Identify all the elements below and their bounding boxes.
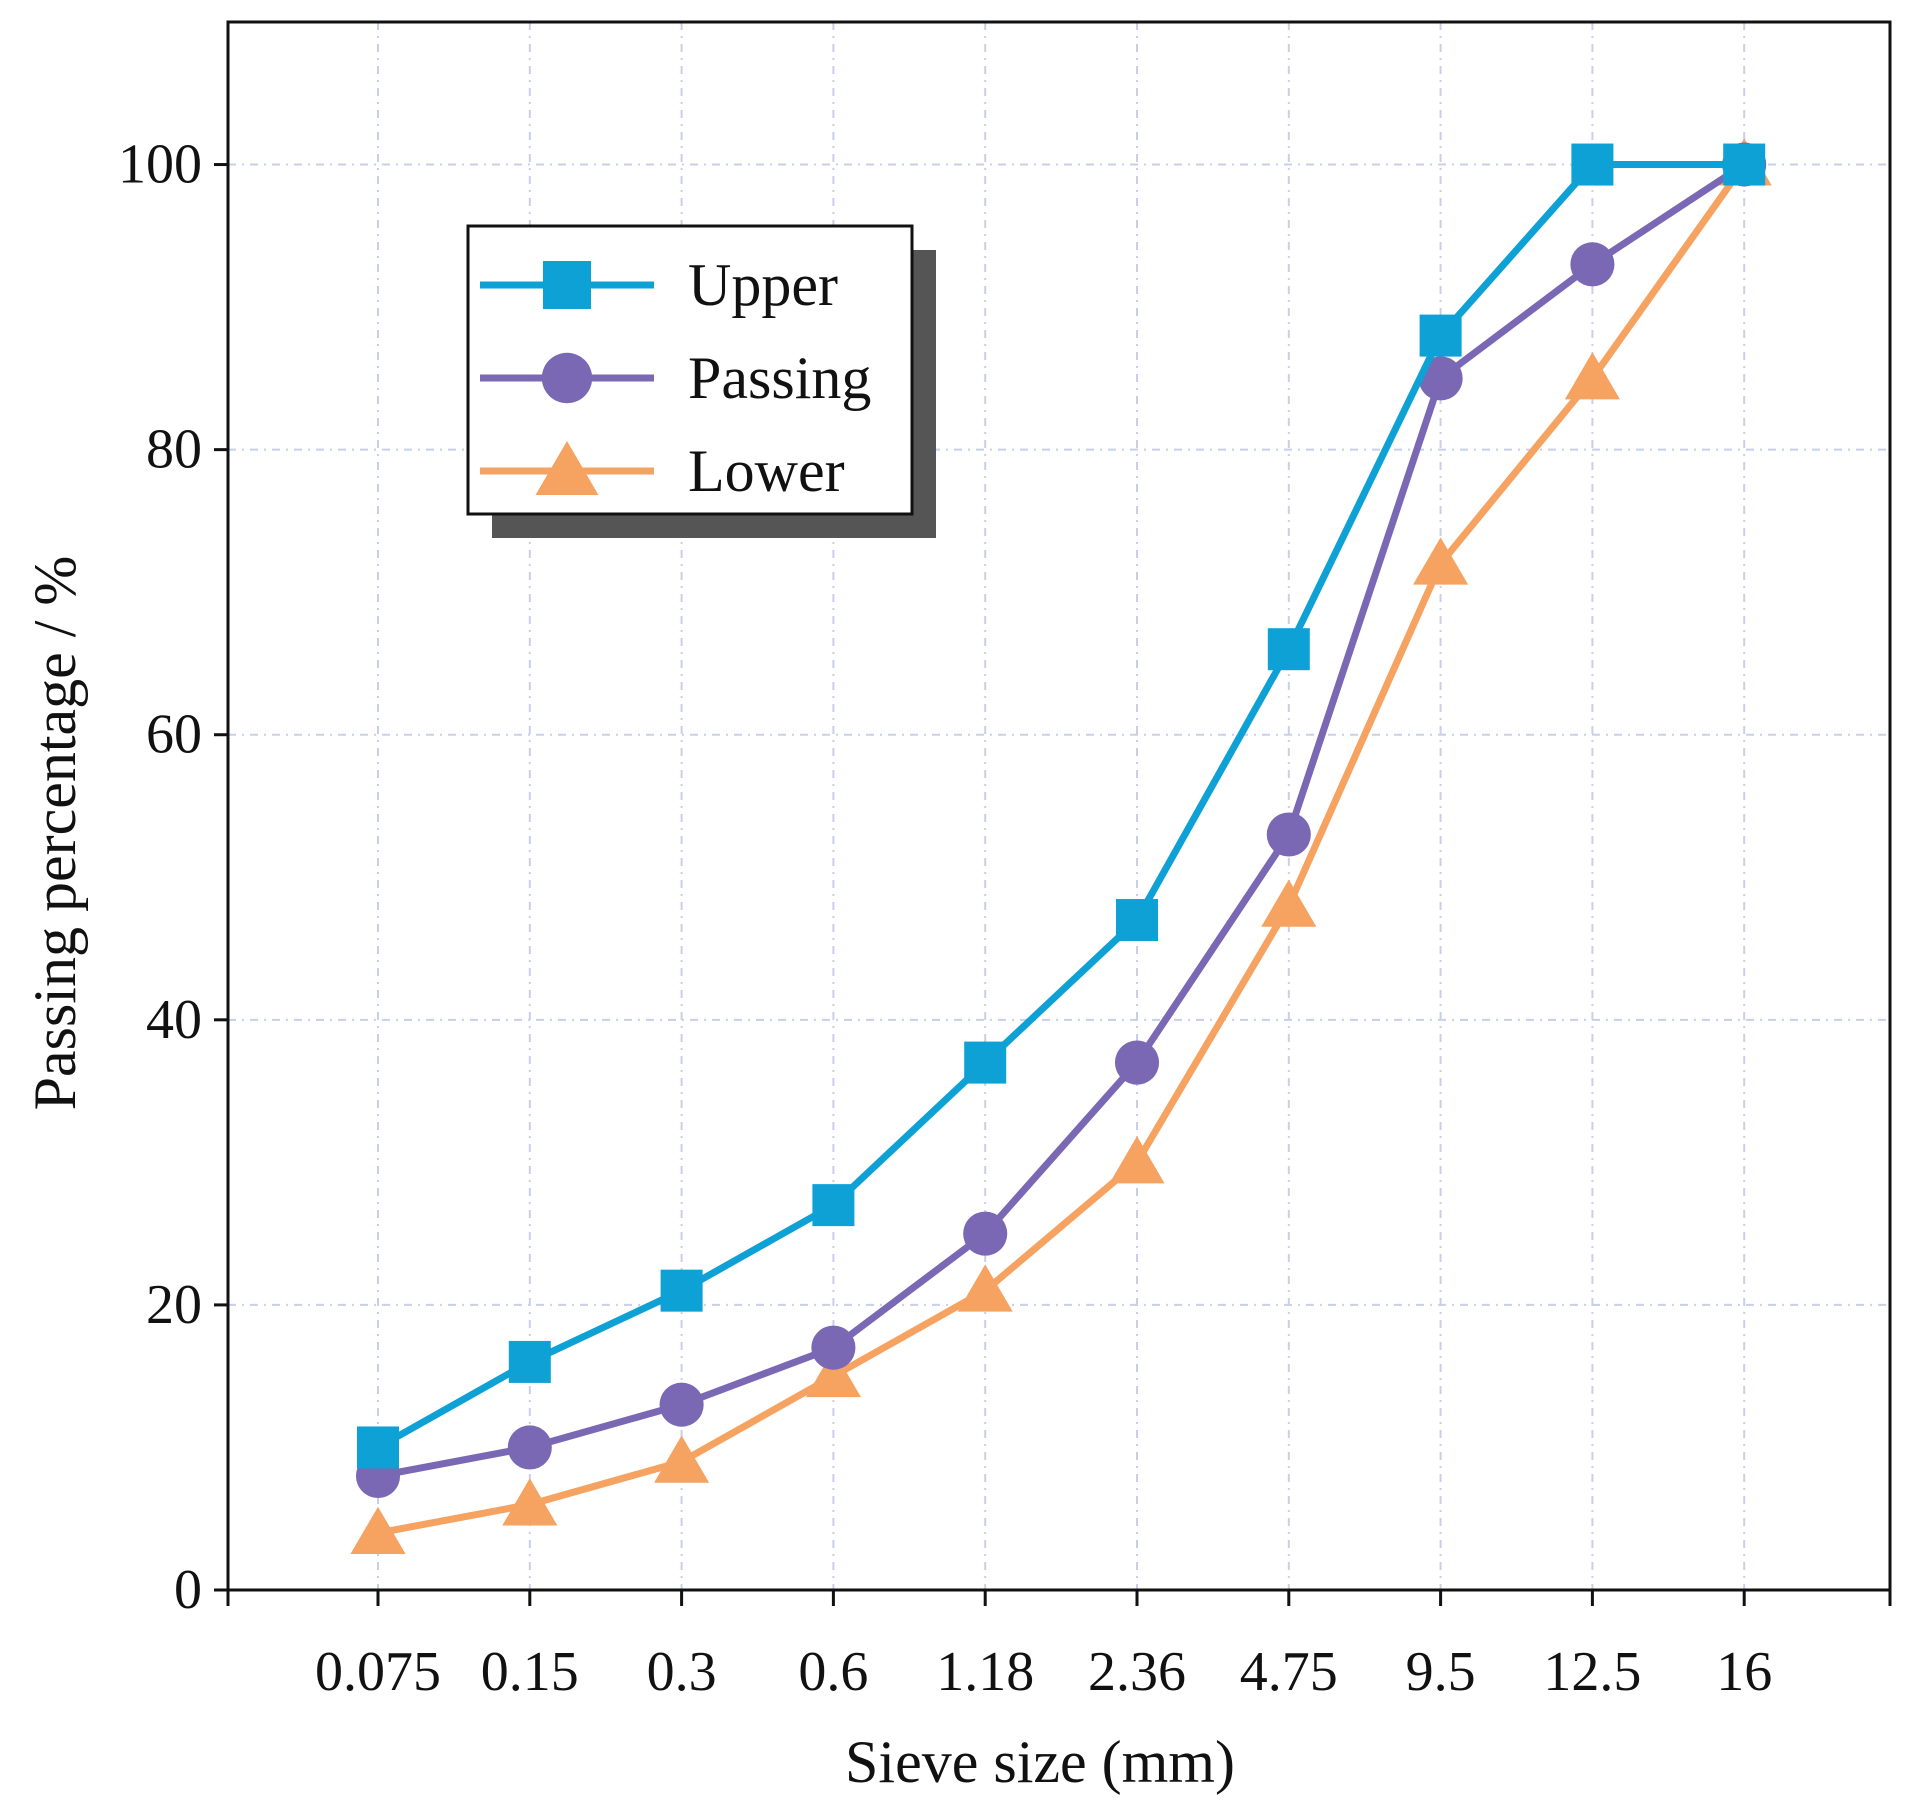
data-point-lower bbox=[1109, 1136, 1165, 1184]
legend-item-upper: Upper bbox=[480, 252, 838, 318]
legend-marker-lower bbox=[535, 441, 599, 495]
x-tick-label: 9.5 bbox=[1406, 1641, 1476, 1703]
series-line-upper bbox=[376, 161, 1745, 1451]
x-tick-label: 1.18 bbox=[936, 1641, 1034, 1703]
data-point-passing bbox=[1418, 356, 1463, 401]
data-point-passing bbox=[659, 1382, 704, 1427]
series-upper bbox=[357, 143, 1766, 1469]
series-line-passing bbox=[377, 161, 1747, 1480]
data-point-upper bbox=[357, 1426, 399, 1469]
y-tick-label: 80 bbox=[146, 419, 202, 481]
x-tick-label: 12.5 bbox=[1543, 1641, 1641, 1703]
y-axis-title: Passing percentage / % bbox=[22, 556, 88, 1111]
legend: Upper Passing Lower bbox=[466, 224, 936, 538]
data-point-upper bbox=[660, 1269, 703, 1312]
data-point-upper bbox=[1116, 899, 1158, 942]
data-point-passing bbox=[963, 1211, 1008, 1256]
series-layer bbox=[350, 138, 1772, 1554]
data-point-lower bbox=[1413, 537, 1469, 585]
x-tick-label: 4.75 bbox=[1240, 1641, 1338, 1703]
legend-item-lower: Lower bbox=[480, 438, 845, 504]
data-point-upper bbox=[812, 1184, 855, 1227]
data-point-upper bbox=[964, 1041, 1007, 1084]
x-tick-label: 0.3 bbox=[647, 1641, 717, 1703]
series-lower bbox=[350, 138, 1772, 1554]
data-point-upper bbox=[1267, 628, 1310, 671]
data-point-passing bbox=[1114, 1040, 1160, 1085]
legend-label-upper: Upper bbox=[688, 252, 838, 318]
legend-label-lower: Lower bbox=[688, 438, 845, 504]
data-point-upper bbox=[508, 1340, 551, 1383]
data-point-upper bbox=[1723, 143, 1766, 186]
legend-marker-passing bbox=[541, 352, 593, 404]
x-tick-label: 0.6 bbox=[798, 1641, 868, 1703]
legend-label-passing: Passing bbox=[688, 345, 871, 411]
y-tick-label: 20 bbox=[146, 1274, 202, 1336]
data-point-lower bbox=[654, 1435, 710, 1483]
legend-marker-upper bbox=[543, 261, 591, 309]
data-point-lower bbox=[1564, 352, 1620, 400]
y-tick-label: 60 bbox=[146, 704, 202, 766]
data-point-upper bbox=[1419, 314, 1462, 357]
axis-ticks: 0 20 40 60 80 100 0.075 0.15 0.3 0.6 1.18 2.36 4.75 9… bbox=[118, 134, 1892, 1703]
y-tick-label: 0 bbox=[174, 1559, 202, 1621]
data-point-passing bbox=[1570, 242, 1615, 287]
x-tick-label: 2.36 bbox=[1088, 1641, 1186, 1703]
legend-box bbox=[466, 224, 914, 516]
data-point-lower bbox=[350, 1506, 406, 1554]
x-tick-label: 16 bbox=[1716, 1641, 1772, 1703]
x-axis-title: Sieve size (mm) bbox=[845, 1729, 1235, 1795]
legend-item-passing: Passing bbox=[480, 345, 871, 411]
data-point-passing bbox=[1266, 812, 1311, 857]
x-tick-label: 0.075 bbox=[315, 1641, 441, 1703]
data-point-passing bbox=[811, 1325, 856, 1370]
plot-frame bbox=[226, 20, 1892, 1592]
grid-lines bbox=[228, 22, 1890, 1590]
x-tick-label: 0.15 bbox=[481, 1641, 579, 1703]
y-tick-label: 40 bbox=[146, 989, 202, 1051]
data-point-lower bbox=[957, 1264, 1013, 1312]
data-point-passing bbox=[507, 1425, 552, 1470]
series-line-lower bbox=[377, 162, 1748, 1537]
data-point-lower bbox=[1261, 879, 1317, 927]
y-tick-label: 100 bbox=[118, 134, 202, 196]
data-point-lower bbox=[502, 1478, 558, 1526]
data-point-upper bbox=[1571, 143, 1614, 186]
data-point-lower bbox=[805, 1349, 861, 1398]
